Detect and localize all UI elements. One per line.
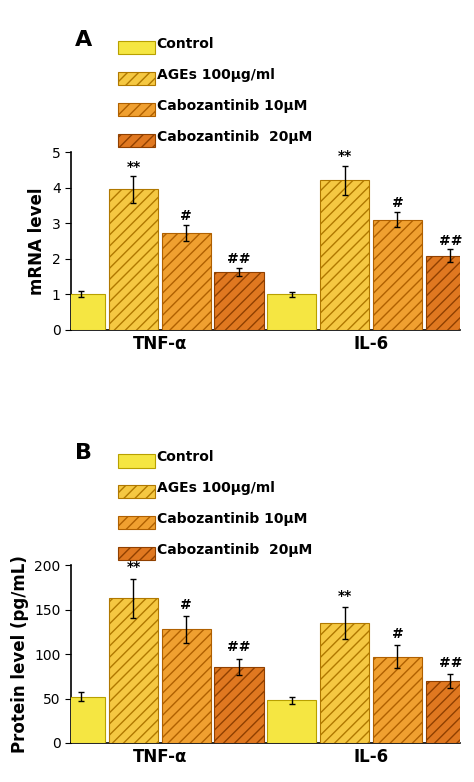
Text: #: # [180,597,192,612]
Text: #: # [392,196,403,210]
Y-axis label: Protein level (pg/mL): Protein level (pg/mL) [11,555,29,753]
Bar [162,233,211,329]
Text: ##: ## [438,234,462,248]
Bar [109,598,158,743]
Text: Cabozantinib  20μM: Cabozantinib 20μM [156,543,312,557]
Text: #: # [180,209,192,223]
Text: **: ** [126,160,140,174]
Bar [118,547,155,560]
Text: AGEs 100µg/ml: AGEs 100µg/ml [156,481,274,495]
Text: Cabozantinib 10μM: Cabozantinib 10μM [156,512,307,526]
Bar [118,134,155,147]
Text: **: ** [337,149,352,163]
Text: Control: Control [156,450,214,465]
Bar [426,256,474,329]
Bar [267,294,317,329]
Bar [56,697,105,743]
Bar [320,181,369,329]
Bar [118,486,155,498]
Bar [118,41,155,54]
Bar [162,630,211,743]
Bar [267,701,317,743]
Text: #: # [392,627,403,640]
Text: ##: ## [228,640,251,654]
Text: AGEs 100µg/ml: AGEs 100µg/ml [156,68,274,82]
Bar [214,272,264,329]
Bar [109,189,158,329]
Bar [373,220,422,329]
Text: Cabozantinib  20μM: Cabozantinib 20μM [156,130,312,144]
Bar [118,516,155,529]
Text: Control: Control [156,37,214,51]
Bar [320,623,369,743]
Bar [118,454,155,468]
Bar [118,72,155,85]
Bar [56,294,105,329]
Text: ##: ## [228,252,251,266]
Text: Cabozantinib 10μM: Cabozantinib 10μM [156,99,307,113]
Text: ##: ## [438,656,462,670]
Text: A: A [75,30,92,50]
Bar [373,657,422,743]
Text: **: ** [337,589,352,603]
Bar [426,681,474,743]
Bar [214,666,264,743]
Bar [118,103,155,116]
Text: B: B [75,443,92,463]
Y-axis label: mRNA level: mRNA level [28,187,46,295]
Text: **: ** [126,560,140,574]
